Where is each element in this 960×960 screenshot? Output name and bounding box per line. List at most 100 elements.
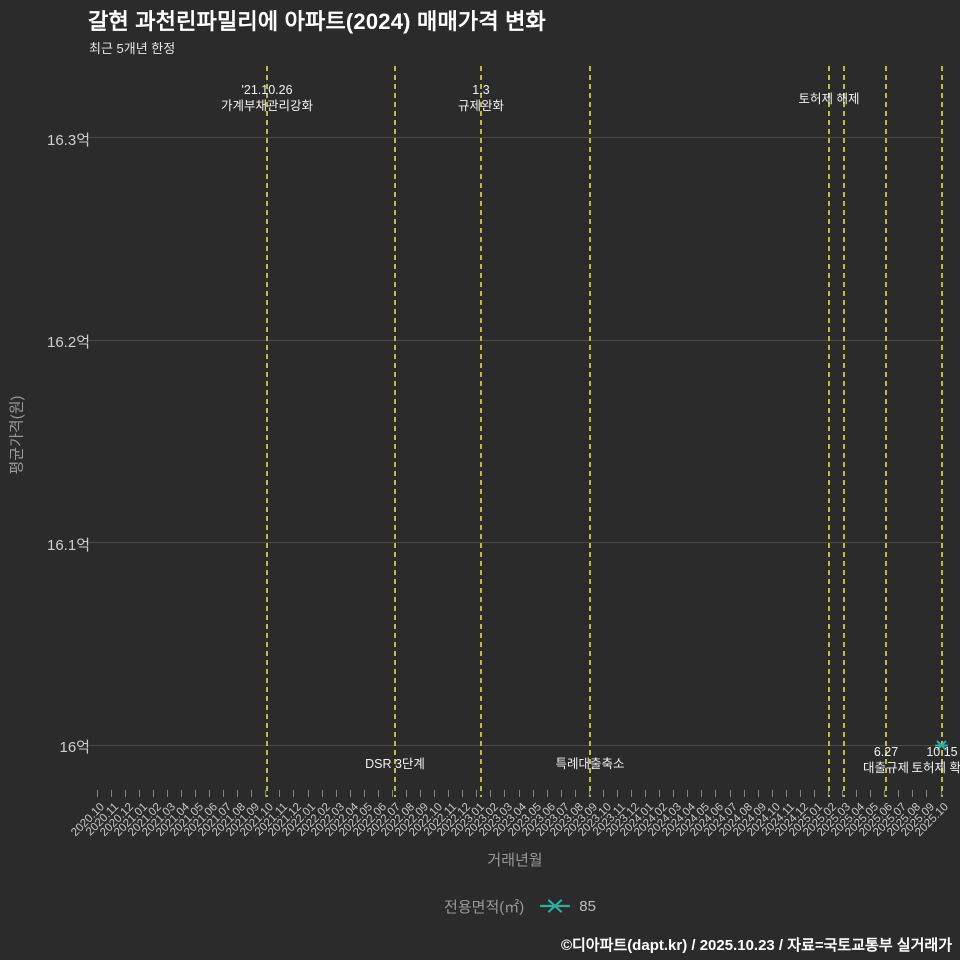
y-tick-label: 16.1억 [47,536,90,554]
chart-subtitle: 최근 5개년 한정 [89,41,176,56]
x-tick-mark [574,790,576,797]
event-annotation-line: 1.3 [472,83,490,97]
x-tick-mark [729,790,731,797]
event-annotation: '21.10.26 가계부채관리강화 [221,82,313,114]
event-annotation-line: 대출규제 [862,761,910,775]
x-axis-title: 거래년월 [487,852,543,869]
x-tick-mark [771,790,773,797]
event-annotation: DSR 3단계 [365,756,425,772]
x-tick-mark [349,790,351,797]
legend-item-85[interactable]: 85 [540,898,596,915]
event-line [589,66,591,797]
event-annotation: 10.15 토허제 확대 [912,744,960,776]
x-tick-mark [194,790,196,797]
x-tick-mark [420,790,422,797]
event-line [885,66,887,797]
x-tick-mark [785,790,787,797]
event-line [394,66,396,797]
event-line [828,66,830,797]
x-tick-mark [616,790,618,797]
x-tick-mark [462,790,464,797]
x-tick-mark [602,790,604,797]
footer-credit: ©디아파트(dapt.kr) / 2025.10.23 / 자료=국토교통부 실… [560,937,952,954]
y-tick-label: 16억 [59,739,91,757]
x-tick-mark [715,790,717,797]
x-tick-mark [405,790,407,797]
event-annotation-line: 가계부채관리강화 [220,99,314,113]
x-tick-mark [293,790,295,797]
x-tick-mark [363,790,365,797]
event-line [941,66,943,797]
y-gridline [88,744,943,746]
event-annotation: 토허제 해제 [799,91,860,107]
event-annotation: 특례대출축소 [555,756,624,772]
x-tick-mark [884,790,886,797]
x-tick-mark [223,790,225,797]
x-tick-mark [180,790,182,797]
x-tick-mark [152,790,154,797]
x-tick-mark [856,790,858,797]
y-tick-label: 16.2억 [47,334,90,352]
y-gridline [88,542,943,544]
x-tick-mark [138,790,140,797]
x-tick-mark [434,790,436,797]
x-tick-mark [490,790,492,797]
x-tick-mark [518,790,520,797]
legend-item-label: 85 [579,897,596,915]
x-tick-mark [110,790,112,797]
x-tick-mark [279,790,281,797]
event-annotation-line: 토허제 확대 [911,761,960,775]
y-gridline [88,339,943,341]
event-annotation: 1.3 규제완화 [458,82,504,114]
x-tick-mark [870,790,872,797]
x-tick-mark [645,790,647,797]
y-tick-label: 16.3억 [47,131,90,149]
x-tick-mark [265,790,267,797]
x-tick-mark [757,790,759,797]
x-tick-mark [912,790,914,797]
x-tick-mark [251,790,253,797]
x-tick-mark [124,790,126,797]
event-annotation-line: 10.15 [926,745,958,759]
x-tick-mark [504,790,506,797]
x-tick-mark [166,790,168,797]
x-tick-mark [237,790,239,797]
legend-title: 전용면적(㎡) [444,898,525,916]
event-annotation-line: '21.10.26 [241,83,293,97]
x-tick-mark [546,790,548,797]
x-tick-mark [926,790,928,797]
event-annotation-line: DSR 3단계 [365,757,425,771]
x-tick-mark [842,790,844,797]
legend: 전용면적(㎡) 85 [80,893,960,919]
y-gridline [88,137,943,139]
x-tick-mark [532,790,534,797]
x-tick-mark [321,790,323,797]
x-tick-mark [701,790,703,797]
x-tick-mark [659,790,661,797]
x-tick-mark [743,790,745,797]
x-tick-mark [335,790,337,797]
x-tick-mark [673,790,675,797]
x-tick-mark [391,790,393,797]
x-tick-mark [307,790,309,797]
x-tick-mark [813,790,815,797]
event-annotation: 6.27 대출규제 [863,744,909,776]
event-line [480,66,482,797]
data-point-marker[interactable] [934,739,948,752]
x-tick-mark [898,790,900,797]
event-line [266,66,268,797]
event-annotation-line: 규제완화 [457,99,505,113]
x-tick-mark [476,790,478,797]
x-tick-mark [799,790,801,797]
x-tick-mark [377,790,379,797]
x-tick-mark [448,790,450,797]
x-tick-mark [96,790,98,797]
x-tick-mark [209,790,211,797]
line-asterisk-marker-icon [540,899,571,913]
event-line [843,66,845,797]
event-annotation-line: 토허제 해제 [798,92,860,106]
x-tick-mark [687,790,689,797]
event-annotation-line: 특례대출축소 [555,757,625,771]
